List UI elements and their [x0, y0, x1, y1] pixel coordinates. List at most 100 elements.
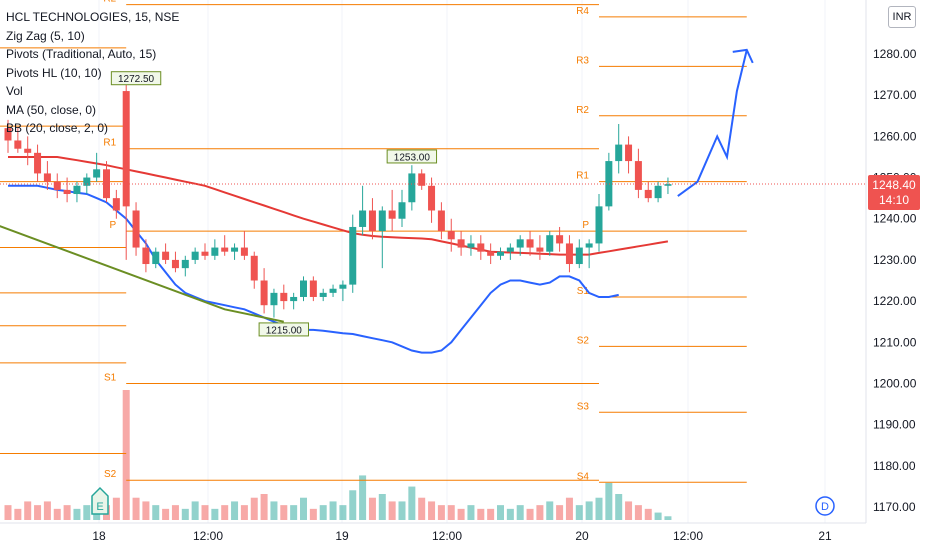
indicator-zigzag[interactable]: Zig Zag (5, 10): [6, 28, 85, 43]
pivot-label: S3: [577, 401, 590, 412]
candle-body[interactable]: [290, 296, 298, 302]
candle-body[interactable]: [73, 185, 81, 195]
indicator-ma[interactable]: MA (50, close, 0): [6, 102, 97, 117]
candle-body[interactable]: [53, 181, 61, 190]
indicator-bb[interactable]: BB (20, close, 2, 0): [6, 121, 109, 135]
candle-body[interactable]: [556, 235, 564, 244]
indicator-pivots-hl[interactable]: Pivots HL (10, 10): [6, 65, 102, 80]
candle-body[interactable]: [152, 251, 160, 265]
volume-bar: [497, 505, 504, 520]
candle-body[interactable]: [437, 210, 445, 232]
candle-body[interactable]: [634, 161, 642, 190]
candle-body[interactable]: [162, 251, 170, 260]
candle-body[interactable]: [329, 288, 337, 293]
candle-body[interactable]: [418, 173, 426, 186]
candle-body[interactable]: [103, 169, 110, 199]
currency-button[interactable]: INR: [888, 6, 916, 28]
candle-body[interactable]: [112, 198, 120, 211]
candle-body[interactable]: [467, 243, 475, 248]
candle-body[interactable]: [280, 292, 288, 302]
candle-body[interactable]: [447, 231, 455, 240]
candle-body[interactable]: [625, 144, 633, 162]
candle-body[interactable]: [309, 280, 317, 297]
dividend-icon: D: [821, 501, 829, 513]
x-tick-label: 20: [575, 529, 589, 543]
volume-bar: [605, 482, 613, 520]
candle-body[interactable]: [93, 169, 101, 178]
candle-body[interactable]: [132, 210, 140, 248]
volume-bar: [418, 497, 426, 520]
volume-bar: [112, 497, 120, 520]
volume-bar: [43, 501, 51, 520]
candle-body[interactable]: [654, 185, 662, 199]
candle-body[interactable]: [221, 247, 229, 252]
volume-bar: [556, 505, 564, 520]
candle-body[interactable]: [526, 239, 534, 248]
candle-body[interactable]: [181, 259, 189, 269]
volume-bar: [221, 505, 229, 520]
candle-body[interactable]: [24, 148, 32, 153]
candle-body[interactable]: [211, 247, 219, 256]
candle-body[interactable]: [240, 247, 248, 256]
candle-body[interactable]: [300, 280, 307, 297]
dividend-marker[interactable]: D: [815, 496, 835, 516]
candle-body[interactable]: [201, 251, 209, 256]
candle-body[interactable]: [487, 251, 495, 256]
candle-body[interactable]: [536, 247, 544, 252]
candle-body[interactable]: [605, 161, 613, 207]
candle-body[interactable]: [122, 91, 130, 207]
candle-body[interactable]: [171, 259, 179, 269]
x-tick-label: 12:00: [432, 529, 462, 543]
candle-body[interactable]: [388, 210, 396, 219]
volume-bar: [250, 497, 258, 520]
candle-body[interactable]: [457, 239, 465, 248]
candle-body[interactable]: [506, 247, 514, 252]
volume-bar: [63, 505, 71, 520]
candle-body[interactable]: [378, 210, 386, 232]
candle-body[interactable]: [43, 173, 51, 182]
candle-body[interactable]: [497, 251, 504, 256]
volume-bar: [447, 505, 455, 520]
indicator-pivots[interactable]: Pivots (Traditional, Auto, 15): [6, 47, 157, 61]
candle-body[interactable]: [546, 235, 554, 252]
candle-body[interactable]: [250, 255, 258, 281]
candle-body[interactable]: [408, 173, 416, 203]
candle-body[interactable]: [428, 185, 436, 211]
candle-body[interactable]: [349, 226, 357, 285]
candle-body[interactable]: [644, 189, 652, 199]
candle-body[interactable]: [585, 243, 593, 248]
candle-body[interactable]: [664, 184, 672, 186]
volume-bar: [634, 505, 642, 520]
candle-body[interactable]: [63, 189, 71, 195]
candle-body[interactable]: [339, 284, 347, 289]
candle-body[interactable]: [191, 251, 199, 260]
indicator-vol[interactable]: Vol: [6, 84, 23, 98]
candle-body[interactable]: [516, 239, 524, 248]
candle-body[interactable]: [260, 280, 268, 306]
candle-body[interactable]: [477, 243, 485, 252]
symbol-title[interactable]: HCL TECHNOLOGIES, 15, NSE: [6, 10, 180, 24]
zigzag-price-label: 1215.00: [266, 325, 303, 336]
candle-body[interactable]: [142, 247, 150, 265]
candle-body[interactable]: [565, 243, 573, 265]
candle-body[interactable]: [83, 177, 91, 186]
volume-bar: [231, 501, 239, 520]
candle-body[interactable]: [14, 140, 22, 149]
volume-bar: [368, 497, 376, 520]
candle-body[interactable]: [34, 152, 42, 174]
candle-body[interactable]: [595, 206, 603, 244]
earnings-marker[interactable]: E: [91, 486, 109, 515]
candle-body[interactable]: [319, 292, 327, 297]
candle-body[interactable]: [231, 247, 239, 252]
candle-body[interactable]: [615, 144, 623, 162]
candle-body[interactable]: [398, 202, 406, 219]
y-tick-label: 1210.00: [873, 335, 917, 349]
candle-body[interactable]: [4, 128, 12, 141]
volume-bar: [585, 501, 593, 520]
candle-body[interactable]: [270, 292, 278, 306]
candle-body[interactable]: [368, 210, 376, 232]
volume-bar: [132, 497, 140, 520]
candle-body[interactable]: [575, 247, 583, 265]
candle-body[interactable]: [359, 210, 367, 227]
